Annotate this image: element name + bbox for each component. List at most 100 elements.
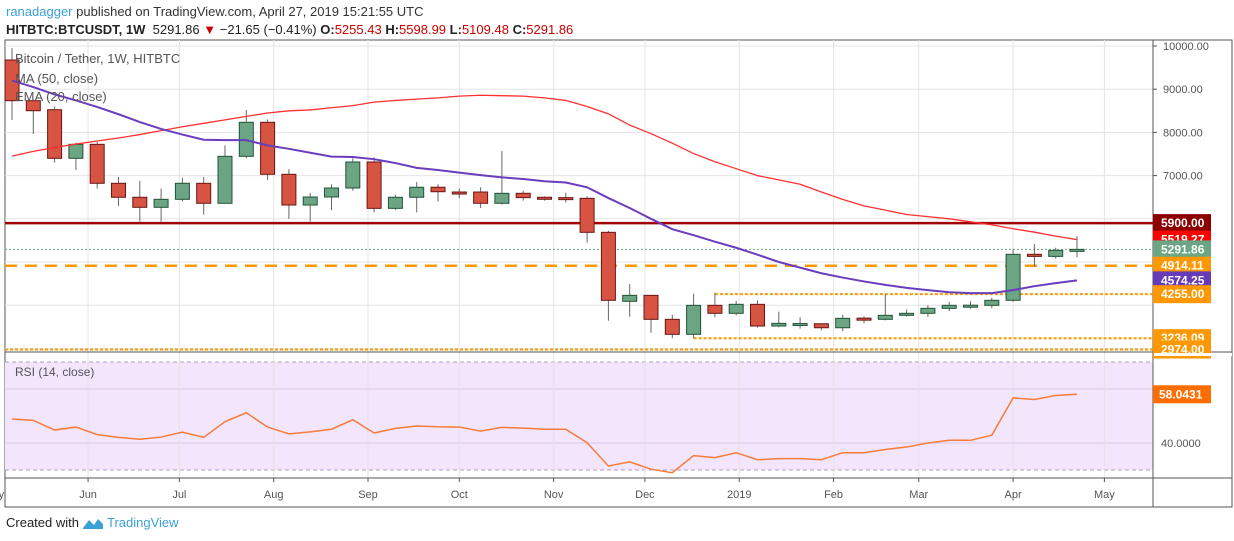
candle-up (1005, 253, 1021, 301)
price-change: −21.65 (−0.41%) (219, 22, 317, 37)
candle-up (174, 182, 190, 200)
rsi-label-box (1153, 385, 1211, 404)
candle-down (1026, 253, 1042, 257)
candle-up (877, 314, 893, 320)
candle-up (835, 317, 851, 329)
open-label: O: (320, 22, 335, 37)
candle-down (47, 109, 63, 159)
price-label-box (1153, 285, 1211, 304)
candle-up (387, 196, 403, 209)
candle-down (4, 59, 20, 102)
candle-up (409, 186, 425, 198)
price-label-box (1153, 240, 1211, 259)
candle-down (856, 317, 872, 321)
x-tick-label: Nov (544, 489, 564, 501)
price-label-box (1153, 256, 1211, 275)
y-tick-label: 10000.00 (1163, 41, 1209, 53)
x-tick-label: Aug (264, 489, 284, 501)
price-label: 4255.00 (1161, 287, 1205, 301)
chart-title: Bitcoin / Tether, 1W, HITBTC (15, 51, 180, 66)
candle-up (963, 304, 978, 308)
rsi-last-label: 58.0431 (1159, 387, 1203, 401)
candle-down (25, 100, 41, 112)
x-tick-label: Mar (909, 489, 928, 501)
candle-down (366, 161, 382, 209)
candle-up (345, 161, 361, 189)
y-tick-label: 7000.00 (1163, 171, 1203, 183)
symbol-info: HITBTC:BTCUSDT, 1W 5291.86 ▼ −21.65 (−0.… (6, 22, 573, 37)
candle-up (792, 323, 808, 327)
x-tick-label: May (0, 489, 5, 501)
candle-up (302, 196, 318, 206)
published-text: published on TradingView.com, April 27, … (76, 4, 424, 19)
candle-up (771, 322, 787, 327)
x-tick-label: Sep (358, 489, 378, 501)
price-label: 4914.11 (1161, 259, 1204, 273)
low-value: 5109.48 (461, 22, 509, 37)
candle-down (707, 304, 723, 314)
x-tick-label: Apr (1005, 489, 1022, 501)
tradingview-logo-icon (82, 518, 103, 529)
high-label: H: (385, 22, 400, 37)
created-with-text: Created with (6, 515, 79, 530)
candle-down (430, 186, 446, 193)
candle-down (664, 318, 680, 335)
close-label: C: (512, 22, 527, 37)
open-value: 5255.43 (334, 22, 382, 37)
y-tick-label: 9000.00 (1163, 84, 1203, 96)
rsi-line (11, 393, 1078, 474)
x-tick-label: Jul (172, 489, 186, 501)
candle-down (451, 191, 467, 195)
triangle-down-icon: ▼ (203, 22, 217, 37)
price-label: 5900.00 (1161, 216, 1205, 230)
ema20-legend: EMA (20, close) (15, 89, 107, 104)
candle-up (984, 299, 1000, 306)
candle-down (515, 192, 531, 199)
candle-up (686, 304, 702, 335)
candle-up (217, 155, 233, 204)
candle-down (643, 294, 659, 320)
candle-down (196, 182, 212, 204)
candle-up (899, 312, 915, 316)
candle-down (89, 143, 105, 184)
candle-up (153, 198, 169, 208)
candle-down (558, 197, 574, 201)
rsi-band (5, 362, 1153, 470)
candle-down (473, 191, 489, 204)
price-label: 4574.25 (1161, 273, 1205, 287)
candle-down (537, 196, 552, 200)
low-label: L: (449, 22, 462, 37)
candle-down (111, 182, 126, 198)
x-tick-label: Jun (79, 489, 97, 501)
x-tick-label: Dec (635, 489, 655, 501)
candle-up (728, 303, 744, 314)
candle-up (920, 307, 936, 314)
candle-down (813, 323, 829, 329)
price-label: 5291.86 (1161, 242, 1205, 256)
rsi-tick-label: 40.0000 (1161, 438, 1201, 450)
candle-up (494, 192, 510, 204)
ma50-legend: MA (50, close) (15, 71, 98, 86)
close-value: 5291.86 (526, 22, 574, 37)
candle-down (281, 173, 297, 206)
price-label-box (1153, 271, 1211, 290)
candle-down (750, 303, 765, 327)
label-mask (1154, 353, 1232, 356)
candle-down (132, 196, 148, 208)
price-label-box (1153, 214, 1211, 233)
candle-up (941, 304, 957, 309)
tradingview-link[interactable]: TradingView (106, 515, 179, 530)
candle-down (600, 231, 616, 301)
candle-down (579, 197, 595, 233)
footer: Created with TradingView (6, 515, 179, 530)
y-tick-label: 8000.00 (1163, 127, 1203, 139)
ema20-line (11, 79, 1078, 295)
candle-down (260, 121, 276, 175)
author-link[interactable]: ranadagger (6, 4, 73, 19)
publish-info: ranadagger published on TradingView.com,… (6, 4, 424, 19)
x-tick-label: May (1094, 489, 1115, 501)
last-price: 5291.86 (152, 22, 200, 37)
candle-up (68, 143, 84, 159)
ma50-line (11, 94, 1078, 241)
